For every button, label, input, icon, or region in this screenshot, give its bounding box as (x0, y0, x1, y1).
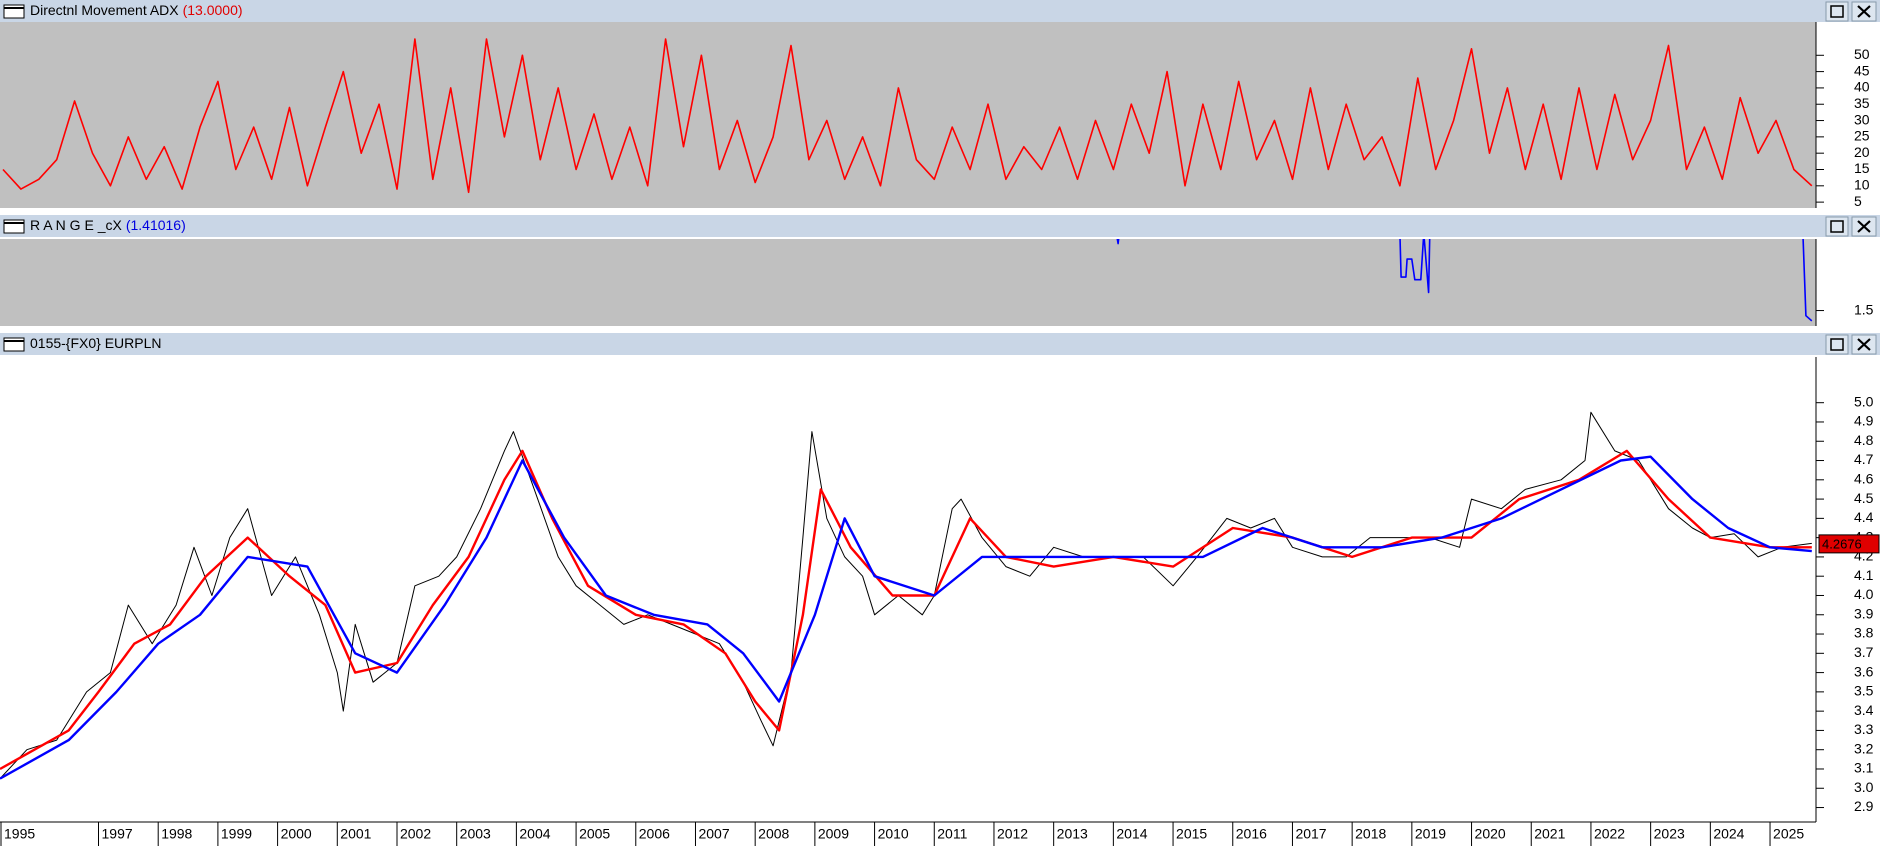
y-tick-label: 45 (1854, 62, 1870, 78)
series-line (0, 455, 1812, 780)
x-tick-label: 2012 (997, 826, 1028, 842)
pane-title: 0155-{FX0} EURPLN (30, 335, 162, 351)
y-tick-label: 4.8 (1854, 432, 1874, 448)
x-tick-label: 2015 (1176, 826, 1207, 842)
plot-area (0, 239, 1816, 326)
y-tick-label: 3.8 (1854, 625, 1874, 641)
maximize-icon (1830, 220, 1844, 233)
y-tick-label: 3.4 (1854, 702, 1874, 718)
x-tick-label: 2024 (1713, 826, 1744, 842)
y-tick-label: 40 (1854, 79, 1870, 95)
x-tick-label: 2007 (698, 826, 729, 842)
x-tick-label: 2000 (281, 826, 312, 842)
x-tick-label: 2017 (1295, 826, 1326, 842)
y-tick-label: 50 (1854, 46, 1870, 62)
x-tick-label: 1997 (102, 826, 133, 842)
x-tick-label: 2013 (1057, 826, 1088, 842)
x-tick-label: 2003 (460, 826, 491, 842)
pane-title-text: 0155-{FX0} EURPLN (30, 335, 162, 351)
pane-icon (3, 337, 25, 352)
x-tick-label: 2010 (878, 826, 909, 842)
x-tick-label: 2009 (818, 826, 849, 842)
x-tick-label: 1999 (221, 826, 252, 842)
y-tick-label: 35 (1854, 95, 1870, 111)
x-tick-label: 1995 (4, 826, 35, 842)
y-tick-label: 20 (1854, 144, 1870, 160)
maximize-button[interactable] (1825, 216, 1849, 237)
x-tick-label: 2023 (1654, 826, 1685, 842)
pane-title: Directnl Movement ADX (13.0000) (30, 2, 243, 18)
axis-area (1816, 357, 1880, 822)
maximize-icon (1830, 5, 1844, 18)
y-tick-label: 4.5 (1854, 490, 1874, 506)
pane-param: (1.41016) (126, 217, 186, 233)
x-tick-label: 2006 (639, 826, 670, 842)
x-tick-label: 2014 (1116, 826, 1147, 842)
x-tick-label: 1998 (161, 826, 192, 842)
title-bar (0, 215, 1880, 237)
series-line (2, 38, 1813, 194)
pane-title: R A N G E _cX (1.41016) (30, 217, 186, 233)
maximize-icon (1830, 338, 1844, 351)
y-tick-label: 4.0 (1854, 586, 1874, 602)
x-tick-label: 2021 (1534, 826, 1565, 842)
y-tick-label: 3.9 (1854, 605, 1874, 621)
last-value-box (1818, 534, 1880, 554)
y-tick-label: 2.9 (1854, 798, 1874, 814)
x-tick-label: 2020 (1475, 826, 1506, 842)
x-axis-area (0, 822, 1880, 848)
y-tick-label: 4.7 (1854, 451, 1874, 467)
y-tick-label: 3.7 (1854, 644, 1874, 660)
y-tick-label: 3.3 (1854, 721, 1874, 737)
pane-icon (3, 4, 25, 19)
y-tick-label: 3.1 (1854, 760, 1874, 776)
x-tick-label: 2016 (1236, 826, 1267, 842)
close-icon (1857, 338, 1871, 351)
maximize-button[interactable] (1825, 1, 1849, 22)
y-tick-label: 25 (1854, 128, 1870, 144)
series-line (1116, 239, 1813, 322)
title-bar (0, 333, 1880, 355)
title-bar (0, 0, 1880, 22)
close-icon (1857, 220, 1871, 233)
x-tick-label: 2001 (340, 826, 371, 842)
y-tick-label: 4.6 (1854, 471, 1874, 487)
maximize-button[interactable] (1825, 334, 1849, 355)
axis-area (1816, 239, 1880, 326)
plot-area (0, 22, 1816, 208)
pane-title-text: Directnl Movement ADX (30, 2, 179, 18)
close-icon (1857, 5, 1871, 18)
y-tick-label: 1.5 (1854, 301, 1874, 317)
y-tick-label: 30 (1854, 111, 1870, 127)
y-tick-label: 3.5 (1854, 683, 1874, 699)
y-tick-label: 4.1 (1854, 567, 1874, 583)
plot-area (0, 357, 1816, 822)
x-tick-label: 2025 (1773, 826, 1804, 842)
pane-icon (3, 219, 25, 234)
x-tick-label: 2002 (400, 826, 431, 842)
y-tick-label: 3.0 (1854, 779, 1874, 795)
y-tick-label: 3.6 (1854, 663, 1874, 679)
y-tick-label: 5.0 (1854, 393, 1874, 409)
x-tick-label: 2019 (1415, 826, 1446, 842)
pane-param: (13.0000) (183, 2, 243, 18)
y-tick-label: 15 (1854, 160, 1870, 176)
x-tick-label: 2008 (758, 826, 789, 842)
x-tick-label: 2004 (519, 826, 550, 842)
y-tick-label: 4.4 (1854, 509, 1874, 525)
pane-title-text: R A N G E _cX (30, 217, 122, 233)
x-tick-label: 2011 (937, 826, 967, 842)
y-tick-label: 5 (1854, 193, 1862, 209)
axis-area (1816, 22, 1880, 208)
series-line (0, 411, 1812, 779)
x-tick-label: 2005 (579, 826, 610, 842)
y-tick-label: 10 (1854, 177, 1870, 193)
y-tick-label: 4.9 (1854, 413, 1874, 429)
x-tick-label: 2022 (1594, 826, 1625, 842)
last-value-label: 4.2676 (1822, 536, 1862, 551)
x-tick-label: 2018 (1355, 826, 1386, 842)
y-tick-label: 3.2 (1854, 740, 1874, 756)
